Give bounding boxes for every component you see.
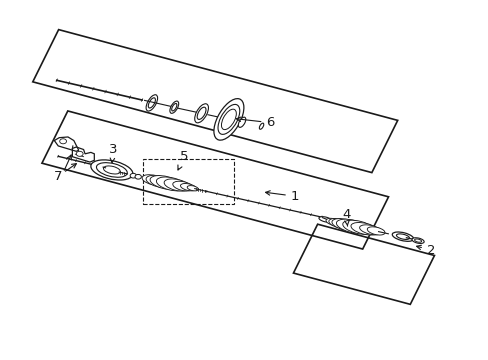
Text: 5: 5: [178, 150, 188, 170]
Ellipse shape: [148, 98, 155, 108]
Circle shape: [76, 151, 83, 156]
Text: 1: 1: [265, 190, 299, 203]
Circle shape: [60, 139, 66, 144]
Text: 3: 3: [109, 143, 117, 163]
Ellipse shape: [172, 181, 193, 191]
Ellipse shape: [325, 218, 341, 226]
Circle shape: [130, 174, 136, 178]
Ellipse shape: [150, 176, 180, 189]
Circle shape: [135, 175, 141, 179]
Ellipse shape: [238, 117, 245, 127]
Ellipse shape: [142, 175, 164, 185]
Ellipse shape: [221, 109, 236, 130]
Ellipse shape: [146, 175, 172, 188]
Text: 6: 6: [236, 116, 274, 129]
Ellipse shape: [96, 163, 127, 177]
Ellipse shape: [180, 184, 196, 191]
Ellipse shape: [366, 227, 384, 235]
Ellipse shape: [187, 186, 198, 191]
Ellipse shape: [328, 219, 349, 228]
Ellipse shape: [171, 103, 177, 111]
Ellipse shape: [146, 95, 157, 111]
Ellipse shape: [103, 166, 120, 174]
Ellipse shape: [336, 219, 367, 233]
Ellipse shape: [396, 234, 408, 239]
Ellipse shape: [331, 219, 359, 231]
Ellipse shape: [213, 99, 244, 140]
Ellipse shape: [194, 104, 208, 123]
Ellipse shape: [359, 225, 381, 235]
Text: 4: 4: [341, 208, 350, 226]
Ellipse shape: [218, 104, 239, 134]
Text: 2: 2: [416, 243, 434, 257]
Ellipse shape: [414, 239, 421, 242]
Ellipse shape: [411, 238, 423, 243]
Ellipse shape: [350, 222, 378, 235]
Text: 7: 7: [54, 170, 62, 183]
Ellipse shape: [156, 177, 186, 191]
Ellipse shape: [391, 232, 413, 241]
Ellipse shape: [91, 160, 133, 180]
Ellipse shape: [197, 107, 205, 120]
Ellipse shape: [169, 101, 178, 113]
Ellipse shape: [259, 123, 263, 129]
Ellipse shape: [342, 220, 374, 234]
Ellipse shape: [318, 217, 331, 222]
Ellipse shape: [164, 179, 190, 191]
